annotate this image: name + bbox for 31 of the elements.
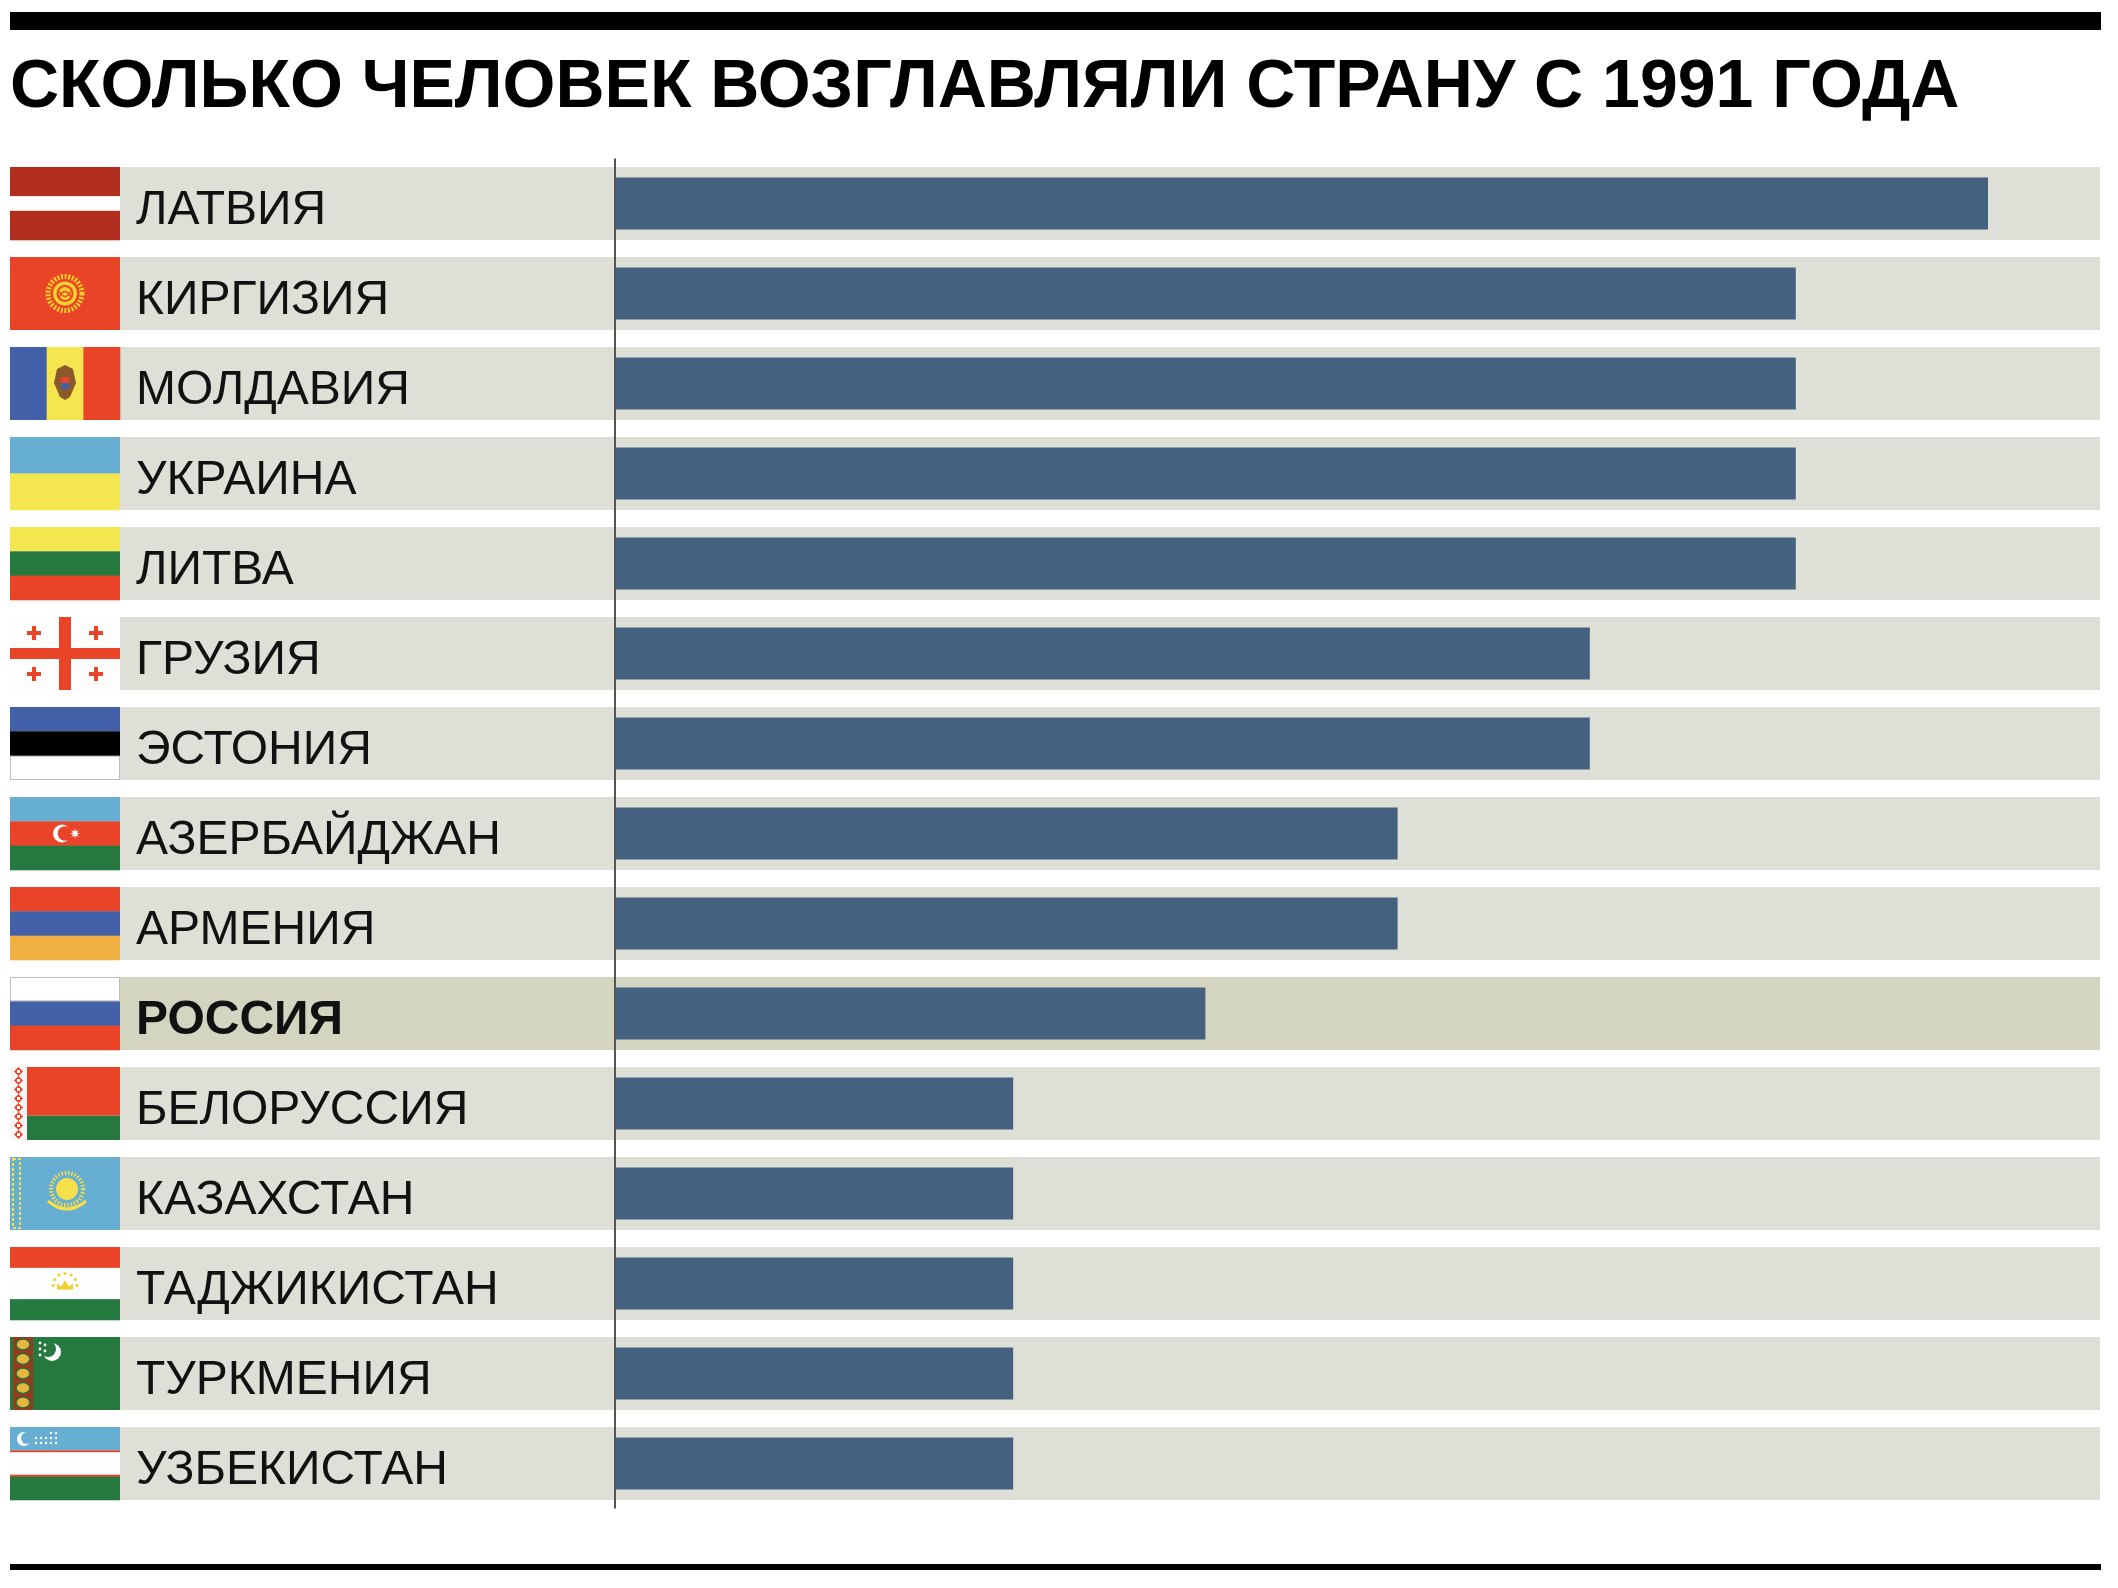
y-tick-label: КИРГИЗИЯ — [136, 270, 390, 324]
y-tick-label: АЗЕРБАЙДЖАН — [136, 809, 501, 864]
y-tick-label: ЛИТВА — [136, 540, 294, 594]
bar — [615, 1437, 1014, 1490]
y-tick-label: ТАДЖИКИСТАН — [136, 1260, 499, 1314]
y-tick-label: РОССИЯ — [136, 990, 344, 1044]
y-tick-label: ЛАТВИЯ — [136, 180, 327, 234]
y-tick-label: КАЗАХСТАН — [136, 1170, 415, 1224]
bar — [615, 177, 1988, 230]
bar — [615, 1167, 1014, 1220]
y-tick-label: АРМЕНИЯ — [136, 900, 376, 954]
y-tick-label: ГРУЗИЯ — [136, 630, 321, 684]
y-tick-label: ЭСТОНИЯ — [136, 720, 372, 774]
bar — [615, 807, 1398, 860]
bar — [615, 627, 1590, 680]
bar — [615, 357, 1796, 410]
bar — [615, 1257, 1014, 1310]
bar — [615, 267, 1796, 320]
y-tick-label: УЗБЕКИСТАН — [136, 1440, 448, 1494]
bar — [615, 897, 1398, 950]
bar — [615, 1077, 1014, 1130]
bar — [615, 717, 1590, 770]
bar — [615, 987, 1206, 1040]
y-tick-label: МОЛДАВИЯ — [136, 360, 410, 414]
bar — [615, 1347, 1014, 1400]
bar — [615, 447, 1796, 500]
bar — [615, 537, 1796, 590]
y-tick-label: ТУРКМЕНИЯ — [136, 1350, 432, 1404]
y-tick-label: УКРАИНА — [136, 450, 357, 504]
y-tick-label: БЕЛОРУССИЯ — [136, 1080, 469, 1134]
chart-title: СКОЛЬКО ЧЕЛОВЕК ВОЗГЛАВЛЯЛИ СТРАНУ С 1991 ГОДА — [10, 45, 1960, 121]
